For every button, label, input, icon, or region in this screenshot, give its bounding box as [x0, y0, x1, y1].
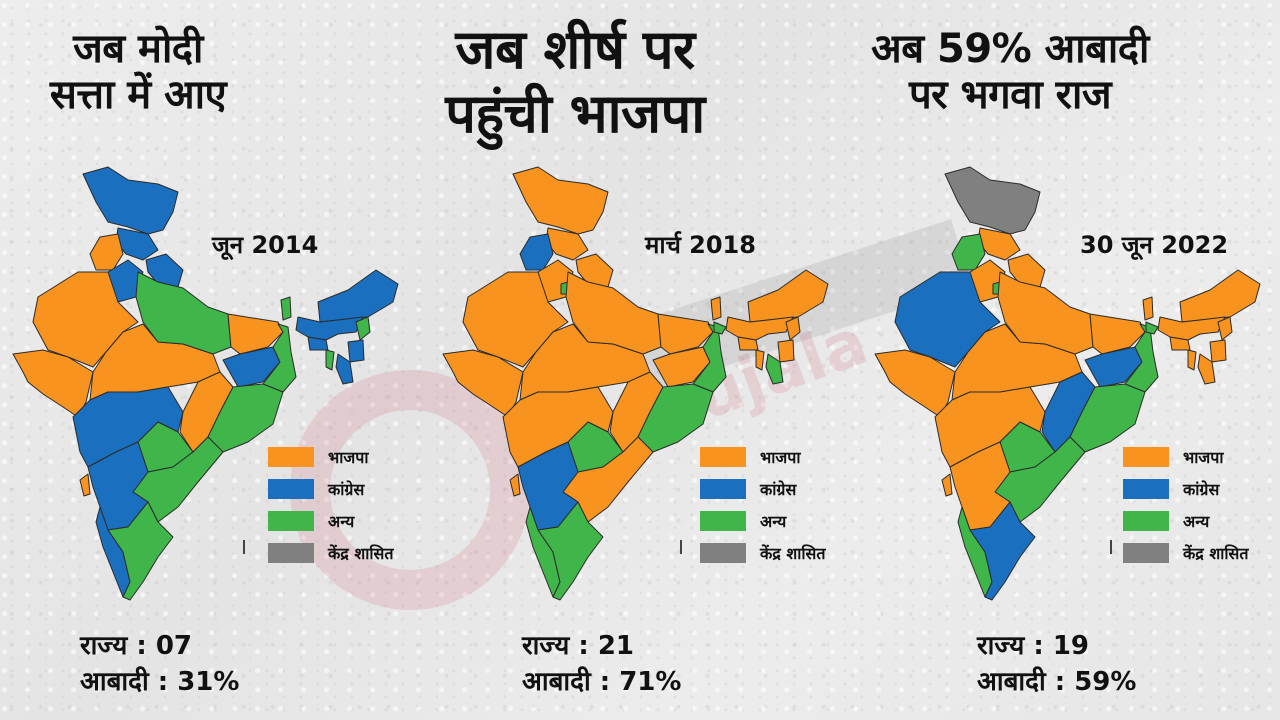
congress-swatch — [268, 479, 314, 499]
legend-item-bjp: भाजपा — [268, 441, 393, 473]
states-count: राज्य : 07 — [80, 631, 193, 661]
legend-label: केंद्र शासित — [1183, 544, 1249, 563]
ut-swatch — [1123, 543, 1169, 563]
legend-item-congress: कांग्रेस — [268, 473, 393, 505]
congress-swatch — [1123, 479, 1169, 499]
india-map-2014 — [8, 162, 408, 607]
stats-2014: राज्य : 07 आबादी : 31% — [80, 628, 239, 700]
india-map-2018 — [438, 162, 838, 607]
bjp-swatch — [700, 447, 746, 467]
island-marker — [243, 540, 245, 554]
ut-swatch — [700, 543, 746, 563]
legend-label: केंद्र शासित — [328, 544, 394, 563]
population-share: आबादी : 31% — [80, 667, 240, 697]
legend-label: कांग्रेस — [328, 480, 365, 499]
legend-label: कांग्रेस — [1183, 480, 1220, 499]
island-marker — [1110, 540, 1112, 554]
bjp-swatch — [1123, 447, 1169, 467]
legend-item-bjp: भाजपा — [1123, 441, 1248, 473]
legend-label: भाजपा — [328, 448, 369, 467]
legend-2018: भाजपा कांग्रेस अन्य केंद्र शासित — [700, 441, 825, 569]
legend-label: भाजपा — [760, 448, 801, 467]
legend-item-ut: केंद्र शासित — [1123, 537, 1248, 569]
india-map-2022 — [870, 162, 1270, 607]
headline-line: जब मोदी — [73, 26, 203, 72]
population-share: आबादी : 71% — [522, 667, 682, 697]
bjp-swatch — [268, 447, 314, 467]
legend-item-others: अन्य — [268, 505, 393, 537]
headline-line: अब 59% आबादी — [871, 26, 1149, 72]
legend-item-congress: कांग्रेस — [700, 473, 825, 505]
headline-line: पहुंची भाजपा — [445, 81, 705, 145]
states-count: राज्य : 21 — [522, 631, 635, 661]
headline-2014: जब मोदी सत्ता में आए — [18, 26, 258, 118]
others-swatch — [1123, 511, 1169, 531]
legend-label: केंद्र शासित — [760, 544, 826, 563]
congress-swatch — [700, 479, 746, 499]
others-swatch — [268, 511, 314, 531]
stats-2022: राज्य : 19 आबादी : 59% — [977, 628, 1136, 700]
states-count: राज्य : 19 — [977, 631, 1090, 661]
legend-item-others: अन्य — [1123, 505, 1248, 537]
headline-line: पर भगवा राज — [908, 72, 1112, 118]
legend-2022: भाजपा कांग्रेस अन्य केंद्र शासित — [1123, 441, 1248, 569]
island-marker — [680, 540, 682, 554]
legend-item-others: अन्य — [700, 505, 825, 537]
legend-2014: भाजपा कांग्रेस अन्य केंद्र शासित — [268, 441, 393, 569]
legend-label: अन्य — [760, 512, 787, 531]
ut-swatch — [268, 543, 314, 563]
headline-line: सत्ता में आए — [49, 72, 227, 118]
legend-item-ut: केंद्र शासित — [268, 537, 393, 569]
headline-2022: अब 59% आबादी पर भगवा राज — [830, 26, 1190, 118]
legend-label: भाजपा — [1183, 448, 1224, 467]
headline-2018: जब शीर्ष पर पहुंची भाजपा — [405, 18, 745, 145]
headline-line: जब शीर्ष पर — [455, 18, 695, 81]
date-label-2022: 30 जून 2022 — [1080, 231, 1229, 259]
legend-label: अन्य — [1183, 512, 1210, 531]
legend-item-congress: कांग्रेस — [1123, 473, 1248, 505]
legend-item-ut: केंद्र शासित — [700, 537, 825, 569]
legend-label: अन्य — [328, 512, 355, 531]
others-swatch — [700, 511, 746, 531]
date-label-2018: मार्च 2018 — [645, 231, 756, 259]
date-label-2014: जून 2014 — [212, 231, 319, 259]
legend-item-bjp: भाजपा — [700, 441, 825, 473]
stats-2018: राज्य : 21 आबादी : 71% — [522, 628, 681, 700]
legend-label: कांग्रेस — [760, 480, 797, 499]
population-share: आबादी : 59% — [977, 667, 1137, 697]
